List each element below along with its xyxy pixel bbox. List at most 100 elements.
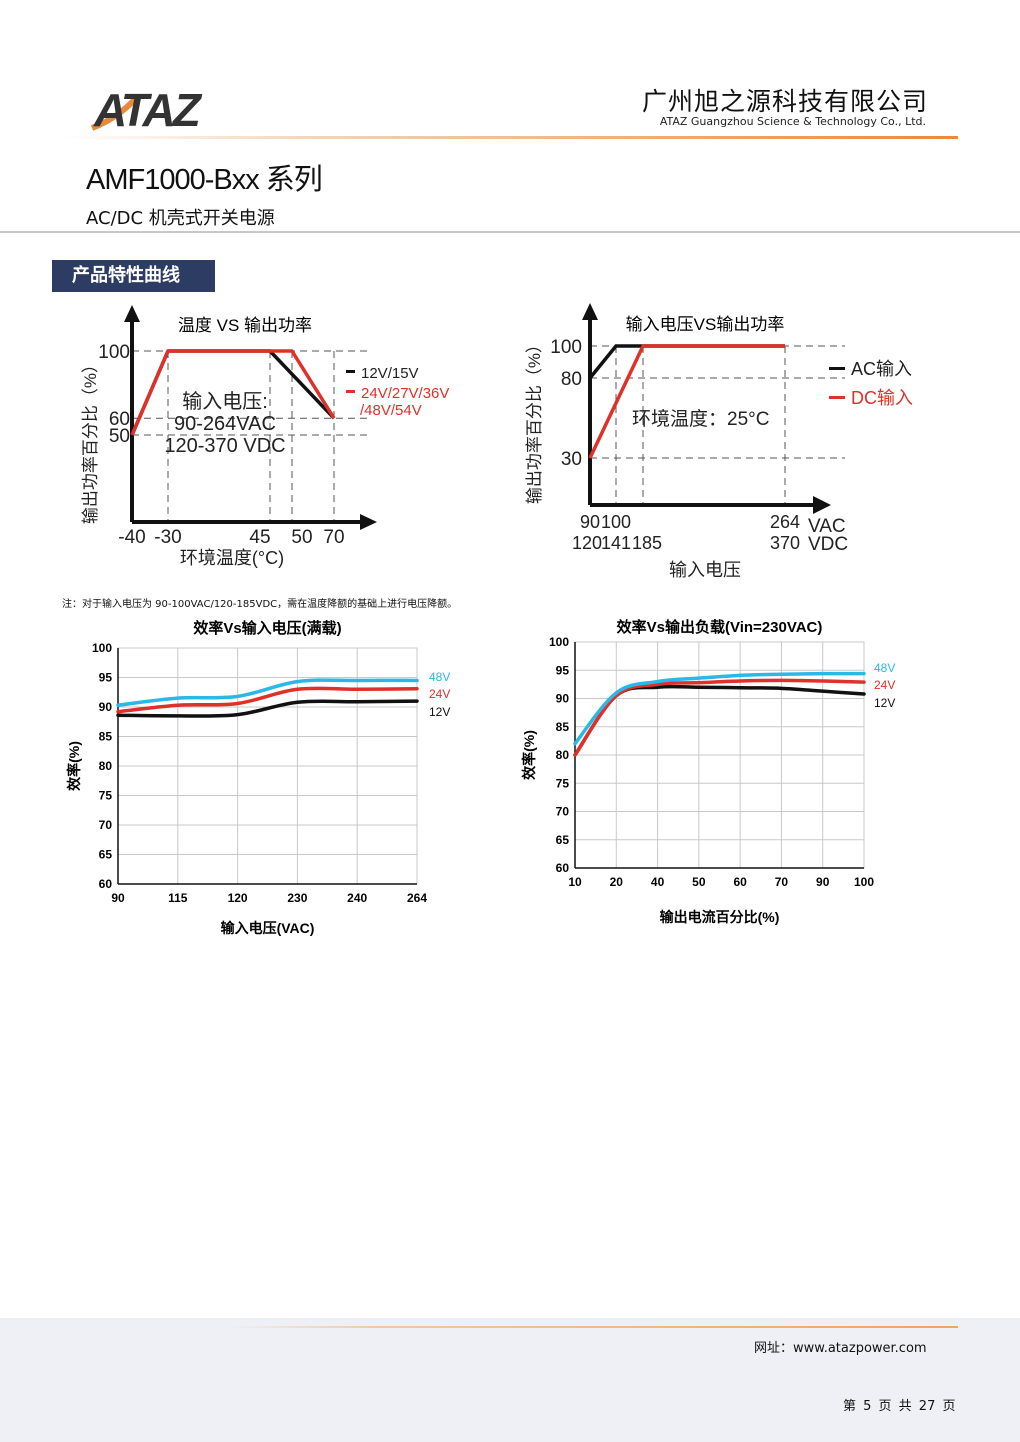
x-axis-label: 输入电压(VAC) [221,920,315,936]
x-tick-label: 120 [228,891,248,905]
legend-swatch [829,367,845,370]
x-unit-vdc: VDC [808,534,848,555]
series-line-12V [116,699,419,718]
x-tick-label: 100 [854,875,874,889]
page-subtitle: AC/DC 机壳式开关电源 [86,208,275,229]
chart-title: 效率Vs输入电压(满载) [193,619,341,637]
chart-title: 温度 VS 输出功率 [178,316,312,335]
y-axis-label: 输出功率百分比（%） [81,356,100,524]
legend-label: 24V/27V/36V [361,385,449,402]
y-axis-label: 效率(%) [66,741,82,791]
y-tick-label: 95 [99,671,113,685]
x-tick-label-vac: 264 [770,512,800,532]
legend-label: 12V [429,705,450,719]
chart-title: 输入电压VS输出功率 [626,315,785,334]
legend-label: 12V/15V [361,365,419,382]
y-tick-label: 60 [109,409,130,430]
x-tick-label-vac: 90 [580,512,600,532]
y-tick-label: 65 [99,848,113,862]
x-tick-label: 50 [692,875,706,889]
footer [0,1318,1020,1442]
legend-label: 24V [429,687,450,701]
x-tick-label-vdc: 141 [601,533,631,553]
y-tick-label: 85 [556,720,570,734]
company-name-en: ATAZ Guangzhou Science & Technology Co.,… [659,115,926,128]
x-tick-label: 45 [249,527,270,548]
x-tick-label: 10 [568,875,582,889]
legend-label: 48V [874,661,895,675]
y-tick-label: 100 [549,635,569,649]
y-tick-label: 75 [556,776,570,790]
annotation-text: 环境温度：25°C [632,408,769,430]
legend-label: /48V/54V [360,402,422,419]
x-tick-label: 50 [291,527,312,548]
derating-note: 注：对于输入电压为 90-100VAC/120-185VDC，需在温度降额的基础… [62,599,458,610]
annotation-text: 90-264VAC [174,413,276,435]
y-tick-label: 100 [98,342,130,363]
series-line-48V [116,678,419,707]
x-tick-label: -30 [154,527,181,548]
y-axis-arrow [124,305,140,322]
x-tick-label: 60 [733,875,747,889]
legend-swatch [346,370,355,373]
series-line-24V [573,678,866,757]
legend-swatch [829,396,845,399]
x-tick-label: -40 [118,527,145,548]
header-divider [60,136,958,139]
x-tick-label: 90 [816,875,830,889]
legend-label: 24V [874,678,895,692]
title-divider [0,231,1020,233]
legend-swatch [346,390,355,393]
x-axis-label: 输入电压 [669,560,741,580]
x-tick-label-vdc: 370 [770,533,800,553]
y-tick-label: 60 [99,877,113,891]
page-number: 第 5 页 共 27 页 [843,1399,956,1414]
y-tick-label: 100 [92,641,112,655]
y-axis-label: 效率(%) [521,730,537,780]
x-tick-label: 90 [111,891,125,905]
y-tick-label: 95 [556,663,570,677]
x-tick-label: 20 [610,875,624,889]
y-tick-label: 90 [556,692,570,706]
x-axis-arrow [360,514,377,530]
x-tick-label: 230 [287,891,307,905]
y-tick-label: 80 [99,759,113,773]
page-title: AMF1000-Bxx 系列 [86,164,323,196]
annotation-text: 输入电压: [182,390,268,413]
x-tick-label: 115 [168,891,188,905]
legend-label: 48V [429,670,450,684]
series-line-48V [573,671,866,746]
y-axis-arrow [582,303,598,320]
x-tick-label: 70 [775,875,789,889]
x-axis-label: 环境温度(°C) [180,548,284,568]
annotation-text: 120-370 VDC [164,435,285,457]
y-tick-label: 70 [99,818,113,832]
x-tick-label: 264 [407,891,427,905]
y-tick-label: 50 [109,426,130,447]
x-unit-vac: VAC [808,516,846,537]
ataz-logo: ATAZ [90,84,206,132]
series-line-24V [116,686,419,714]
legend-label: DC输入 [851,388,913,408]
svg-text:ATAZ: ATAZ [93,84,203,132]
footer-divider [230,1326,958,1328]
series-line-dc [588,344,785,459]
y-axis-label: 输出功率百分比（%） [525,336,544,504]
x-tick-label: 70 [323,527,344,548]
y-tick-label: 65 [556,833,570,847]
y-tick-label: 90 [99,700,113,714]
x-tick-label-vdc: 120 [572,533,602,553]
x-tick-label-vdc: 185 [632,533,662,553]
legend-label: 12V [874,696,895,710]
y-tick-label: 30 [561,449,582,470]
y-tick-label: 60 [556,861,570,875]
section-heading: 产品特性曲线 [52,260,215,292]
y-tick-label: 80 [561,369,582,390]
y-tick-label: 70 [556,805,570,819]
y-tick-label: 85 [99,730,113,744]
y-tick-label: 80 [556,748,570,762]
legend-label: AC输入 [851,359,912,379]
website-link[interactable]: 网址：www.atazpower.com [754,1341,927,1356]
x-tick-label-vac: 100 [601,512,631,532]
